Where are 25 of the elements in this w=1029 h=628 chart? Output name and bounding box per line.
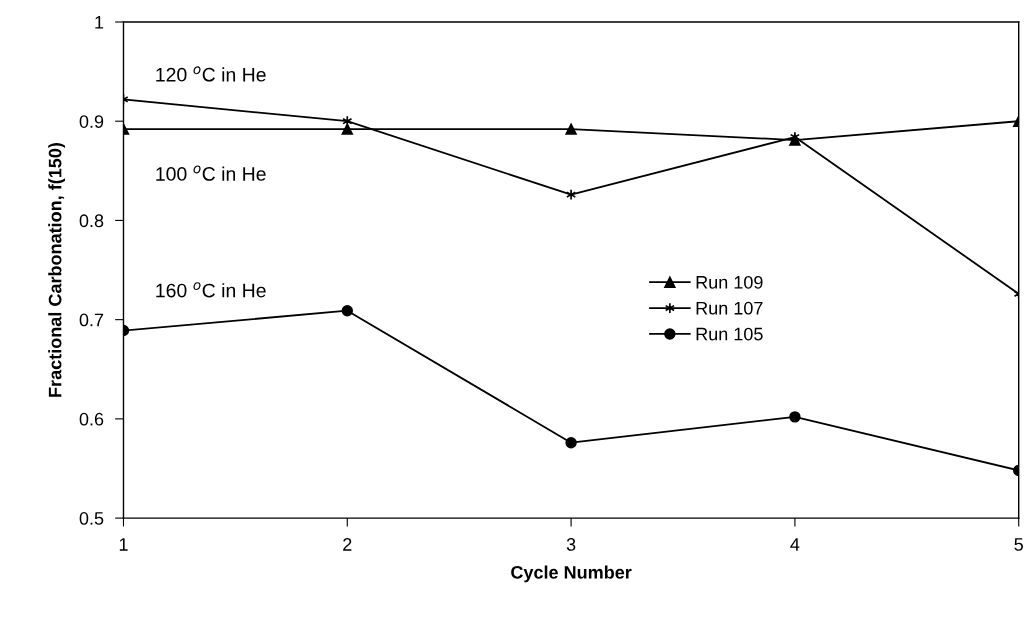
- y-tick-label: 0.5: [79, 512, 104, 525]
- y-tick-label: 0.9: [79, 115, 104, 128]
- legend-label: Run 105: [696, 327, 763, 341]
- y-tick-label: 1: [95, 16, 104, 29]
- legend-label: Run 109: [696, 275, 763, 289]
- x-tick-label: 2: [343, 538, 352, 551]
- y-axis-title: Fractional Carbonation, f(150): [48, 143, 66, 397]
- point: [565, 123, 577, 135]
- y-tick-label: 0.8: [79, 214, 104, 228]
- point: [342, 115, 353, 127]
- legend-label: Run 107: [696, 301, 763, 315]
- annotation: 100 $^{o}$C in He: [156, 165, 266, 181]
- x-tick-label: 1: [119, 538, 128, 551]
- point: [341, 305, 353, 317]
- x-tick-label: 5: [1014, 538, 1023, 551]
- point: [789, 411, 801, 423]
- x-tick-label: 3: [566, 538, 576, 551]
- point: [341, 123, 353, 135]
- y-tick-label: 0.7: [79, 313, 104, 327]
- y-tick-label: 0.6: [79, 412, 104, 426]
- annotation: 160 $^{o}$C in He: [156, 282, 266, 298]
- point: [565, 436, 577, 449]
- annotation: 120 $^{o}$C in He: [156, 66, 266, 82]
- x-axis-title: Cycle Number: [511, 565, 632, 583]
- x-tick-label: 4: [790, 538, 800, 551]
